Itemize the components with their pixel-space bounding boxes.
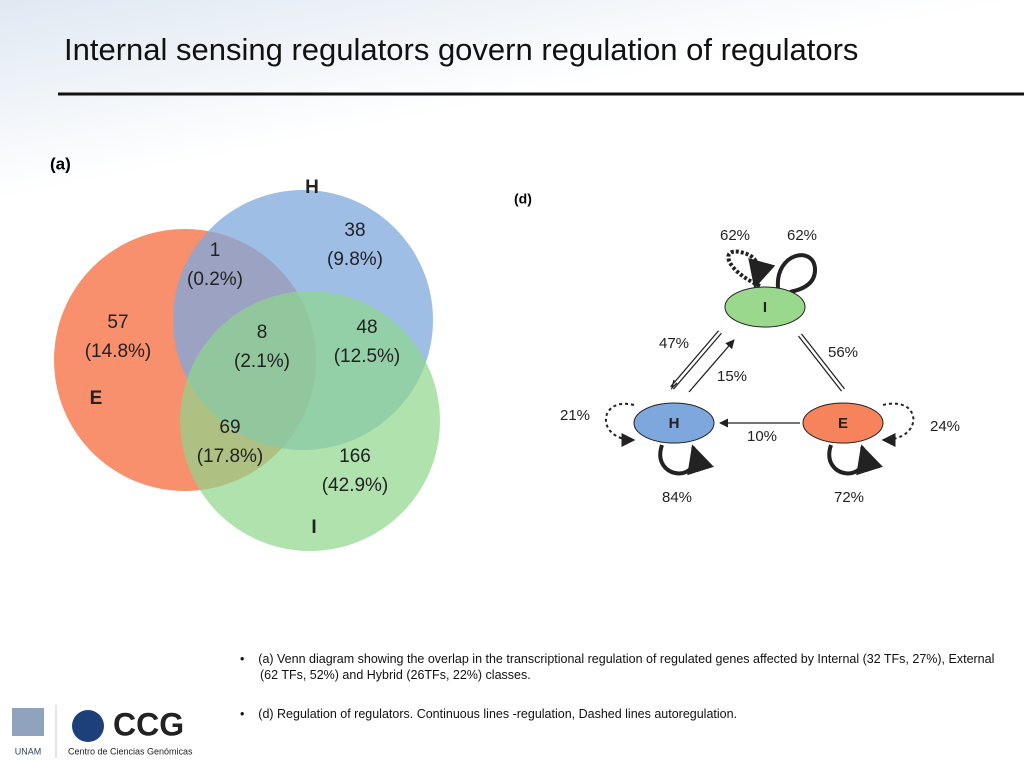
node-label: E: [838, 415, 848, 432]
slide-title: Internal sensing regulators govern regul…: [64, 32, 858, 67]
venn: [54, 190, 440, 551]
region-percent: (42.9%): [322, 475, 389, 496]
node: [633, 402, 715, 444]
bullet: • (d) Regulation of regulators. Continuo…: [240, 707, 738, 721]
bullet: • (a) Venn diagram showing the overlap i…: [240, 652, 995, 682]
edge-label: 56%: [828, 344, 858, 361]
edge-label: 47%: [659, 335, 689, 352]
self-loop: [605, 402, 636, 447]
region-percent: (14.8%): [85, 341, 152, 362]
node-label: I: [763, 299, 767, 316]
self-loop: [658, 444, 714, 476]
set-label: I: [311, 517, 316, 538]
region-percent: (12.5%): [334, 346, 401, 367]
network-edges: [605, 249, 915, 476]
region-percent: (9.8%): [327, 249, 383, 270]
edge-label: 15%: [717, 368, 747, 385]
edge-label: 24%: [930, 418, 960, 435]
self-loop: [726, 249, 776, 289]
set-label: H: [305, 177, 319, 198]
edge-label: 62%: [720, 227, 750, 244]
edge-label: 84%: [662, 489, 692, 506]
region-count: 38: [344, 220, 365, 241]
self-loop: [775, 253, 818, 294]
bullet-text: (d) Regulation of regulators. Continuous…: [258, 707, 738, 721]
logo-text: UNAM: [15, 746, 42, 756]
region-count: 48: [356, 317, 377, 338]
region-count: 166: [339, 446, 371, 467]
self-loop: [827, 444, 883, 476]
edge: [799, 334, 844, 391]
panel-label: (d): [514, 191, 532, 207]
node: [802, 402, 884, 444]
panel-label: (a): [50, 154, 71, 173]
unam-emblem: [12, 708, 44, 736]
region-percent: (17.8%): [197, 446, 264, 467]
region-count: 1: [210, 240, 221, 261]
region-count: 8: [257, 322, 268, 343]
region-count: 57: [107, 312, 128, 333]
edge-label: 10%: [747, 428, 777, 445]
edge: [671, 331, 721, 389]
edge-label: 72%: [834, 489, 864, 506]
background: [0, 0, 1024, 200]
node-label: H: [669, 415, 680, 432]
set-label: E: [90, 388, 103, 409]
bullet-text: (a) Venn diagram showing the overlap in …: [258, 652, 995, 682]
edge-head: [670, 379, 678, 391]
self-loop: [881, 402, 915, 447]
set-i: [180, 291, 440, 551]
edge-label: 62%: [787, 227, 817, 244]
region-count: 69: [219, 417, 240, 438]
ccg-emblem: [72, 710, 104, 742]
edge: [688, 339, 735, 393]
node: [724, 286, 806, 328]
edge-label: 21%: [560, 407, 590, 424]
logo-text: CCG: [113, 706, 184, 742]
logo-text: Centro de Ciencias Genómicas: [68, 746, 193, 756]
region-percent: (2.1%): [234, 351, 290, 372]
region-percent: (0.2%): [187, 269, 243, 290]
